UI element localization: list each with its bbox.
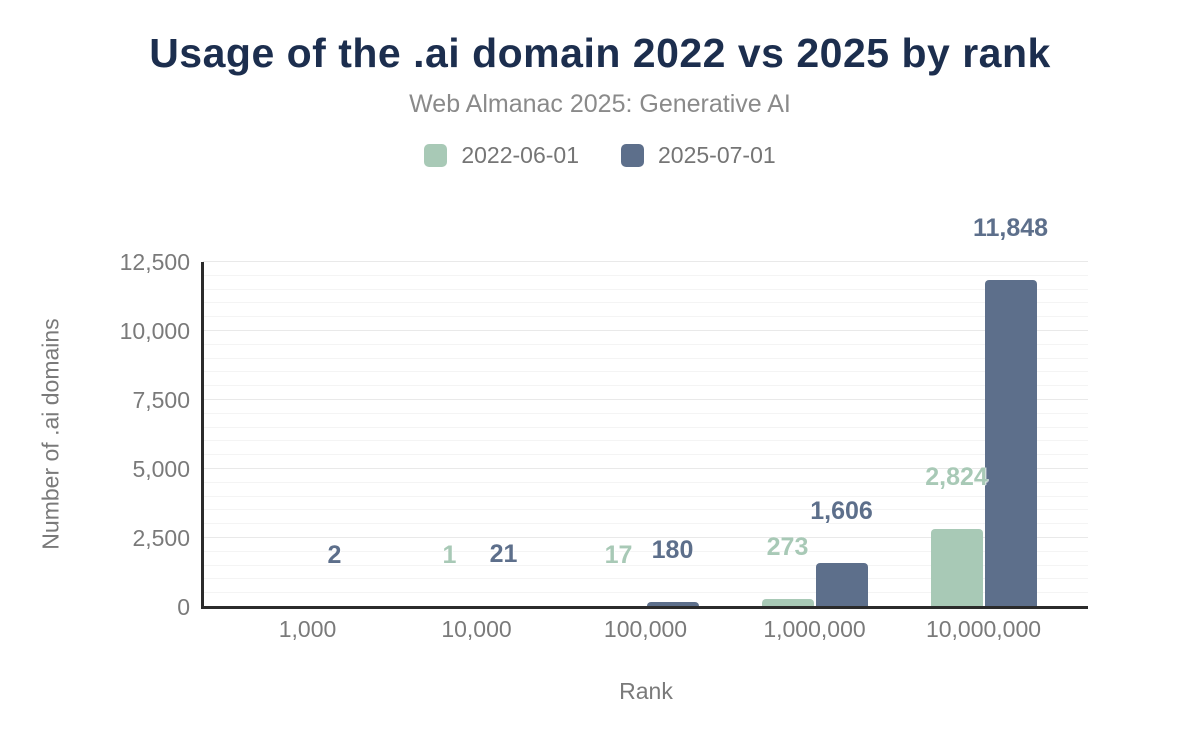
gridline	[203, 592, 1088, 594]
gridline	[203, 454, 1088, 456]
y-tick-label: 7,500	[132, 387, 190, 413]
gridline	[203, 578, 1088, 580]
legend-swatch-2022	[424, 144, 448, 167]
gridline	[203, 274, 1088, 276]
gridline	[203, 495, 1088, 497]
bar-value-label-2022-06-01-10,000,000: 2,824	[925, 463, 988, 492]
gridline	[203, 302, 1088, 304]
gridline	[203, 288, 1088, 290]
gridline	[203, 564, 1088, 566]
bar-value-label-2025-07-01-10,000,000: 11,848	[972, 214, 1049, 242]
bar-value-label-2025-07-01-10,000: 21	[489, 540, 518, 569]
gridline	[203, 399, 1088, 400]
bar-value-label-2022-06-01-100,000: 17	[604, 540, 633, 569]
bar-value-label-2025-07-01-100,000: 180	[651, 536, 694, 565]
gridline	[203, 468, 1088, 469]
gridline	[203, 343, 1088, 345]
x-axis-line	[201, 606, 1088, 609]
bar-2025-07-01-1,000,000[interactable]	[815, 562, 868, 607]
x-axis-title: Rank	[619, 678, 673, 704]
y-tick-label: 10,000	[119, 318, 190, 344]
legend: 2022-06-01 2025-07-01	[0, 142, 1200, 169]
x-tick-label: 1,000,000	[763, 616, 866, 642]
x-tick-label: 100,000	[603, 616, 688, 642]
legend-label-2025: 2025-07-01	[658, 142, 776, 168]
y-tick-label: 5,000	[132, 456, 190, 482]
gridline	[203, 426, 1088, 428]
gridline	[203, 357, 1088, 359]
legend-item-2022[interactable]: 2022-06-01	[424, 142, 579, 169]
gridline	[203, 330, 1088, 331]
gridline	[203, 550, 1088, 552]
plot-area: 1 17 273 2,824 2 21 180 1,606 11,848	[201, 214, 1088, 609]
chart-title: Usage of the .ai domain 2022 vs 2025 by …	[149, 30, 1051, 76]
x-tick-label: 1,000	[278, 616, 337, 642]
gridline	[203, 537, 1088, 538]
legend-item-2025[interactable]: 2025-07-01	[621, 142, 776, 169]
gridline	[203, 371, 1088, 373]
gridline	[203, 385, 1088, 387]
gridline	[203, 481, 1088, 483]
y-axis-line	[201, 262, 204, 609]
bar-2022-06-01-1,000,000[interactable]	[761, 599, 814, 607]
bar-value-label-2022-06-01-1,000,000: 273	[766, 533, 809, 562]
gridline	[203, 261, 1088, 262]
gridline	[203, 440, 1088, 442]
x-tick-label: 10,000	[441, 616, 512, 642]
gridline	[203, 412, 1088, 414]
gridline	[203, 509, 1088, 511]
y-tick-label: 12,500	[119, 249, 190, 275]
legend-label-2022: 2022-06-01	[461, 142, 579, 168]
bar-2025-07-01-10,000,000[interactable]	[984, 280, 1037, 607]
y-tick-label: 0	[177, 594, 190, 620]
y-axis-title: Number of .ai domains	[37, 318, 64, 550]
legend-swatch-2025	[621, 144, 644, 167]
gridline	[203, 523, 1088, 525]
y-tick-label: 2,500	[132, 525, 190, 551]
bar-value-label-2025-07-01-1,000,000: 1,606	[810, 496, 873, 525]
bar-2022-06-01-10,000,000[interactable]	[930, 529, 983, 607]
gridline	[203, 316, 1088, 318]
chart-subtitle: Web Almanac 2025: Generative AI	[409, 90, 791, 118]
bar-value-label-2022-06-01-10,000: 1	[442, 540, 457, 569]
bar-2025-07-01-100,000[interactable]	[646, 602, 699, 607]
x-tick-label: 10,000,000	[925, 616, 1042, 642]
bar-value-label-2025-07-01-1,000: 2	[327, 540, 342, 569]
